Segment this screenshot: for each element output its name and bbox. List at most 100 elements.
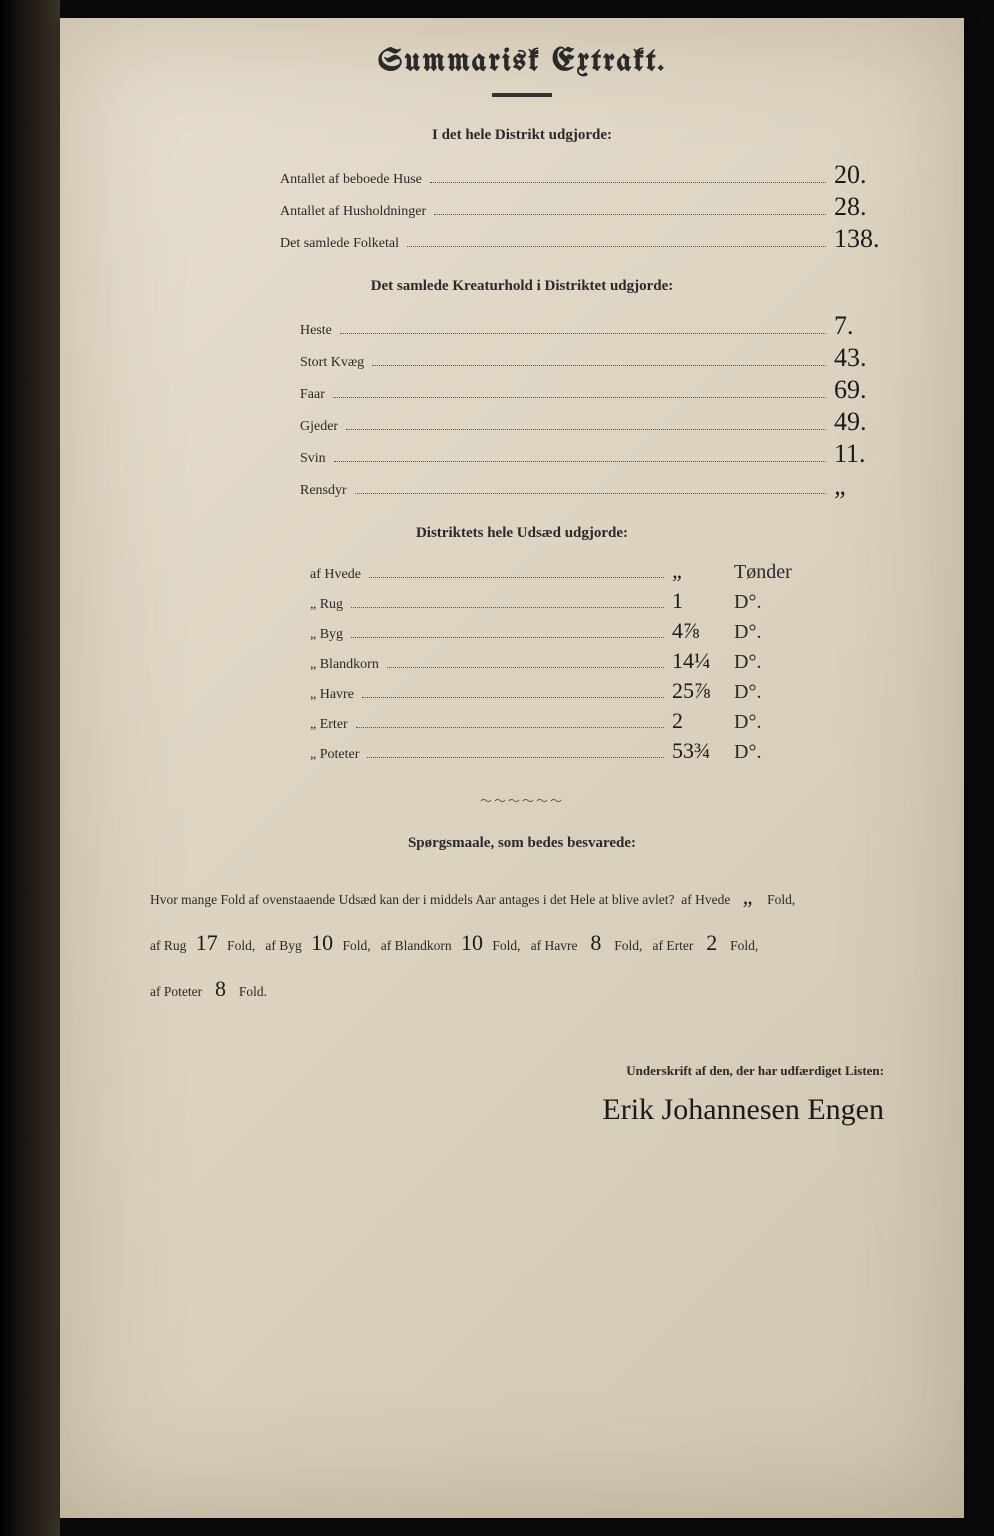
leader-dots (367, 757, 664, 758)
unit: D°. (734, 681, 794, 704)
q-peas-label: af Erter (653, 938, 694, 953)
title-rule (492, 93, 552, 97)
row-oats: „ Havre 25⅞ D°. (140, 680, 904, 704)
label: Det samlede Folketal (280, 236, 399, 252)
leader-dots (369, 577, 664, 578)
leader-dots (407, 246, 826, 247)
signature-label: Underskrift af den, der har udfærdiget L… (140, 1063, 884, 1079)
value: 43. (834, 345, 904, 371)
q-barley-suffix: Fold, (343, 938, 371, 953)
section3-heading: Distriktets hele Udsæd udgjorde: (140, 525, 904, 542)
row-horses: Heste 7. (140, 313, 904, 339)
signature-block: Underskrift af den, der har udfærdiget L… (140, 1063, 904, 1127)
leader-dots (346, 429, 826, 430)
leader-dots (355, 493, 826, 494)
row-houses: Antallet af beboede Huse 20. (140, 162, 904, 188)
row-peas: „ Erter 2 D°. (140, 710, 904, 734)
value: 69. (834, 377, 904, 403)
row-reindeer: Rensdyr „ (140, 473, 904, 499)
question-lead: Hvor mange Fold af ovenstaaende Udsæd ka… (150, 892, 674, 907)
q-wheat-value: „ (734, 874, 764, 920)
row-barley: „ Byg 4⅞ D°. (140, 620, 904, 644)
q-mixed-value: 10 (455, 920, 489, 966)
leader-dots (362, 697, 664, 698)
section2-rows: Heste 7. Stort Kvæg 43. Faar 69. Gjeder … (140, 313, 904, 499)
label: „ Erter (310, 717, 348, 733)
leader-dots (387, 667, 664, 668)
label: „ Poteter (310, 747, 359, 763)
leader-dots (351, 637, 664, 638)
value: 1 (672, 590, 722, 612)
unit: Tønder (734, 561, 794, 584)
unit: D°. (734, 711, 794, 734)
value: „ (672, 560, 722, 582)
signature-name: Erik Johannesen Engen (140, 1093, 884, 1127)
row-households: Antallet af Husholdninger 28. (140, 194, 904, 220)
row-cattle: Stort Kvæg 43. (140, 345, 904, 371)
value: 25⅞ (672, 680, 722, 702)
value: 11. (834, 441, 904, 467)
q-rye-value: 17 (190, 920, 224, 966)
label: Gjeder (300, 419, 338, 435)
leader-dots (334, 461, 826, 462)
unit: D°. (734, 651, 794, 674)
q-mixed-suffix: Fold, (492, 938, 520, 953)
unit: D°. (734, 741, 794, 764)
label: „ Rug (310, 597, 343, 613)
value: 14¼ (672, 650, 722, 672)
leader-dots (333, 397, 826, 398)
unit: D°. (734, 621, 794, 644)
q-rye-suffix: Fold, (227, 938, 255, 953)
q-barley-value: 10 (305, 920, 339, 966)
q-mixed-label: af Blandkorn (381, 938, 452, 953)
label: Antallet af Husholdninger (280, 204, 426, 220)
scan-frame: Summarisk Extrakt. I det hele Distrikt u… (0, 0, 994, 1536)
row-population: Det samlede Folketal 138. (140, 226, 904, 252)
leader-dots (372, 365, 826, 366)
value: 49. (834, 409, 904, 435)
document-page: Summarisk Extrakt. I det hele Distrikt u… (60, 18, 964, 1518)
label: „ Byg (310, 627, 343, 643)
q-oats-suffix: Fold, (614, 938, 642, 953)
label: Svin (300, 451, 326, 467)
unit: D°. (734, 591, 794, 614)
divider-wavy: ～～～～～～ (140, 792, 904, 809)
label: „ Havre (310, 687, 354, 703)
value: 138. (834, 226, 904, 252)
leader-dots (356, 727, 664, 728)
q-wheat-suffix: Fold, (767, 892, 795, 907)
questions-body: Hvor mange Fold af ovenstaaende Udsæd ka… (140, 874, 904, 1013)
value: „ (834, 473, 904, 499)
label: Heste (300, 323, 332, 339)
section1-rows: Antallet af beboede Huse 20. Antallet af… (140, 162, 904, 252)
section1-heading: I det hele Distrikt udgjorde: (140, 127, 904, 144)
q-potatoes-suffix: Fold. (239, 984, 267, 999)
section2-heading: Det samlede Kreaturhold i Distriktet udg… (140, 278, 904, 295)
row-potatoes: „ Poteter 53¾ D°. (140, 740, 904, 764)
value: 53¾ (672, 740, 722, 762)
questions-heading: Spørgsmaale, som bedes besvarede: (140, 835, 904, 852)
label: Rensdyr (300, 483, 347, 499)
q-wheat-label: af Hvede (681, 892, 730, 907)
label: af Hvede (310, 567, 361, 583)
leader-dots (434, 214, 826, 215)
row-pigs: Svin 11. (140, 441, 904, 467)
q-peas-suffix: Fold, (730, 938, 758, 953)
row-sheep: Faar 69. (140, 377, 904, 403)
q-peas-value: 2 (697, 920, 727, 966)
value: 28. (834, 194, 904, 220)
book-spine (0, 0, 60, 1536)
row-mixed-grain: „ Blandkorn 14¼ D°. (140, 650, 904, 674)
label: Stort Kvæg (300, 355, 364, 371)
leader-dots (430, 182, 826, 183)
value: 2 (672, 710, 722, 732)
row-wheat: af Hvede „ Tønder (140, 560, 904, 584)
value: 4⅞ (672, 620, 722, 642)
q-potatoes-value: 8 (205, 966, 235, 1012)
leader-dots (340, 333, 826, 334)
q-barley-label: af Byg (265, 938, 301, 953)
row-goats: Gjeder 49. (140, 409, 904, 435)
q-rye-label: af Rug (150, 938, 186, 953)
value: 7. (834, 313, 904, 339)
label: Antallet af beboede Huse (280, 172, 422, 188)
